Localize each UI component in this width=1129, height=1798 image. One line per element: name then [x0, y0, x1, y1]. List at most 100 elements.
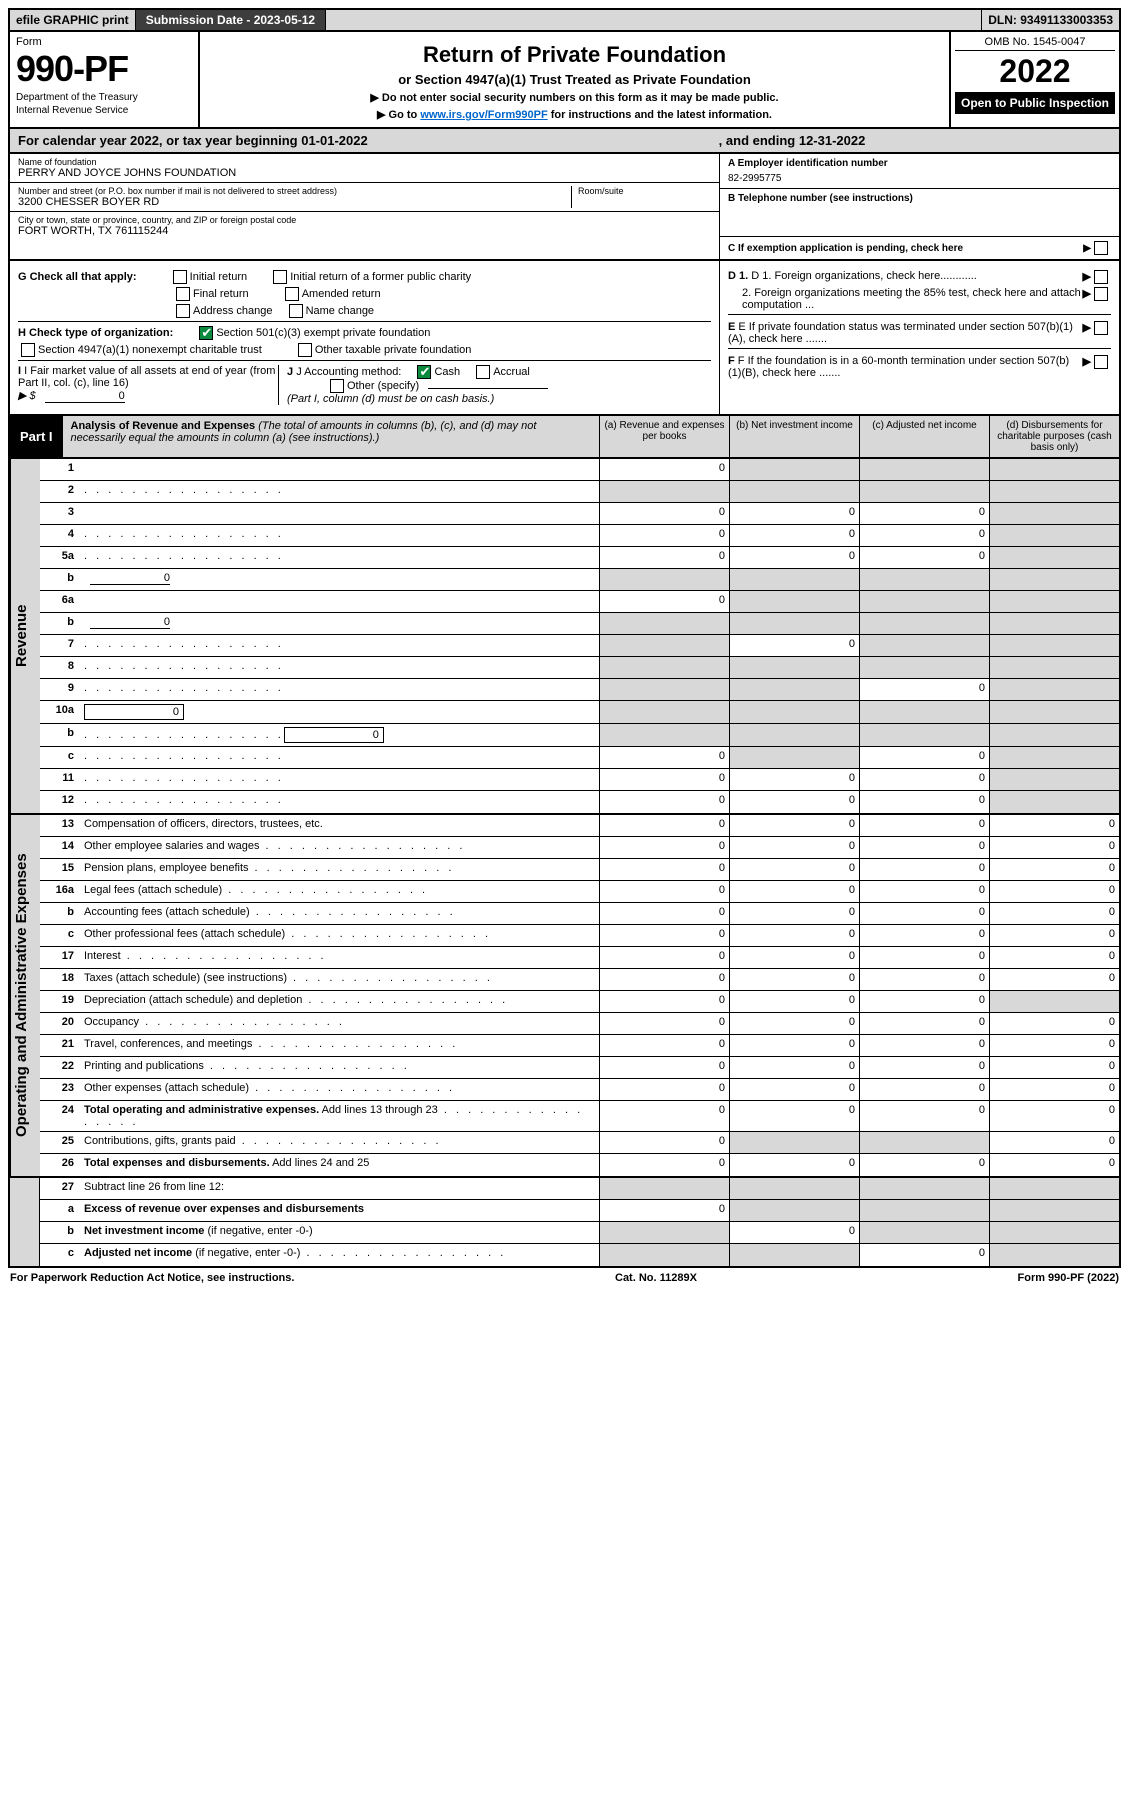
line-description — [78, 481, 599, 502]
amount-cell: 0 — [989, 903, 1119, 924]
table-row: 3000 — [40, 503, 1119, 525]
amount-cell: 0 — [989, 1154, 1119, 1176]
j-other-checkbox[interactable] — [330, 379, 344, 393]
table-row: 16aLegal fees (attach schedule)0000 — [40, 881, 1119, 903]
amount-cell — [599, 1178, 729, 1199]
table-row: 13Compensation of officers, directors, t… — [40, 815, 1119, 837]
amount-cell: 0 — [859, 815, 989, 836]
amount-cell — [989, 481, 1119, 502]
amount-cell: 0 — [599, 791, 729, 813]
amount-cell: 0 — [599, 1200, 729, 1221]
line-number: 8 — [40, 657, 78, 678]
amount-cell: 0 — [859, 1035, 989, 1056]
line-number: 15 — [40, 859, 78, 880]
line-number: 23 — [40, 1079, 78, 1100]
line-number: c — [40, 1244, 78, 1266]
header-left: Form 990-PF Department of the Treasury I… — [10, 32, 200, 127]
amount-cell — [989, 525, 1119, 546]
amount-cell: 0 — [599, 969, 729, 990]
j-cash-checkbox[interactable] — [417, 365, 431, 379]
amount-cell: 0 — [599, 525, 729, 546]
amount-cell: 0 — [989, 1013, 1119, 1034]
line-number: 14 — [40, 837, 78, 858]
header-right: OMB No. 1545-0047 2022 Open to Public In… — [949, 32, 1119, 127]
d1-checkbox[interactable] — [1094, 270, 1108, 284]
line-number: b — [40, 1222, 78, 1243]
amount-cell — [989, 547, 1119, 568]
j-accrual-checkbox[interactable] — [476, 365, 490, 379]
table-row: bNet investment income (if negative, ent… — [40, 1222, 1119, 1244]
line-description — [78, 591, 599, 612]
c-checkbox[interactable] — [1094, 241, 1108, 255]
amount-cell — [989, 635, 1119, 656]
h-501c3-checkbox[interactable] — [199, 326, 213, 340]
inline-amount: 0 — [90, 572, 170, 585]
g-address-checkbox[interactable] — [176, 304, 190, 318]
amount-cell — [859, 613, 989, 634]
amount-cell — [599, 1222, 729, 1243]
amount-cell: 0 — [859, 837, 989, 858]
form-number: 990-PF — [16, 48, 192, 90]
g-amended-checkbox[interactable] — [285, 287, 299, 301]
line-description: Depreciation (attach schedule) and deple… — [78, 991, 599, 1012]
amount-cell: 0 — [729, 881, 859, 902]
d2-line: 2. Foreign organizations meeting the 85%… — [728, 287, 1111, 311]
line-number: b — [40, 569, 78, 590]
amount-cell — [989, 991, 1119, 1012]
line-description: Contributions, gifts, grants paid — [78, 1132, 599, 1153]
dept-irs: Internal Revenue Service — [16, 105, 192, 116]
amount-cell — [729, 591, 859, 612]
table-row: 23Other expenses (attach schedule)0000 — [40, 1079, 1119, 1101]
g-final-checkbox[interactable] — [176, 287, 190, 301]
footer-form: Form 990-PF (2022) — [1018, 1272, 1119, 1284]
f-checkbox[interactable] — [1094, 355, 1108, 369]
revenue-body: 102300040005a000b06a0b07089010a0b0c00110… — [40, 459, 1119, 813]
table-row: 5a000 — [40, 547, 1119, 569]
footer-paperwork: For Paperwork Reduction Act Notice, see … — [10, 1272, 294, 1284]
amount-cell: 0 — [599, 1057, 729, 1078]
e-checkbox[interactable] — [1094, 321, 1108, 335]
d2-checkbox[interactable] — [1094, 287, 1108, 301]
amount-cell — [989, 679, 1119, 700]
amount-cell: 0 — [729, 525, 859, 546]
line-number: 27 — [40, 1178, 78, 1199]
amount-cell — [989, 591, 1119, 612]
amount-cell: 0 — [859, 1244, 989, 1266]
dln-label: DLN: 93491133003353 — [982, 10, 1119, 30]
line-number: c — [40, 747, 78, 768]
amount-cell — [989, 1178, 1119, 1199]
street-address: 3200 CHESSER BOYER RD — [18, 196, 571, 208]
amount-cell — [989, 747, 1119, 768]
amount-cell: 0 — [989, 881, 1119, 902]
amount-cell — [859, 724, 989, 746]
amount-cell: 0 — [859, 1013, 989, 1034]
g-initial-former-checkbox[interactable] — [273, 270, 287, 284]
g-name-checkbox[interactable] — [289, 304, 303, 318]
def-right: D 1. D 1. Foreign organizations, check h… — [719, 261, 1119, 414]
table-row: 20Occupancy0000 — [40, 1013, 1119, 1035]
amount-cell: 0 — [599, 881, 729, 902]
line-number: a — [40, 1200, 78, 1221]
amount-cell — [599, 569, 729, 590]
table-row: 70 — [40, 635, 1119, 657]
amount-cell — [729, 657, 859, 678]
h-other-checkbox[interactable] — [298, 343, 312, 357]
amount-cell — [989, 1244, 1119, 1266]
table-row: 27Subtract line 26 from line 12: — [40, 1178, 1119, 1200]
amount-cell — [599, 701, 729, 723]
table-row: c00 — [40, 747, 1119, 769]
line-description: Taxes (attach schedule) (see instruction… — [78, 969, 599, 990]
amount-cell: 0 — [599, 547, 729, 568]
line-description — [78, 747, 599, 768]
irs-link[interactable]: www.irs.gov/Form990PF — [420, 109, 547, 121]
amount-cell: 0 — [599, 815, 729, 836]
amount-cell — [729, 1132, 859, 1153]
amount-cell — [729, 724, 859, 746]
g-initial-checkbox[interactable] — [173, 270, 187, 284]
calendar-year-line: For calendar year 2022, or tax year begi… — [8, 129, 1121, 154]
amount-cell: 0 — [989, 969, 1119, 990]
amount-cell — [859, 635, 989, 656]
amount-cell: 0 — [859, 1057, 989, 1078]
amount-cell — [989, 791, 1119, 813]
h-4947-checkbox[interactable] — [21, 343, 35, 357]
